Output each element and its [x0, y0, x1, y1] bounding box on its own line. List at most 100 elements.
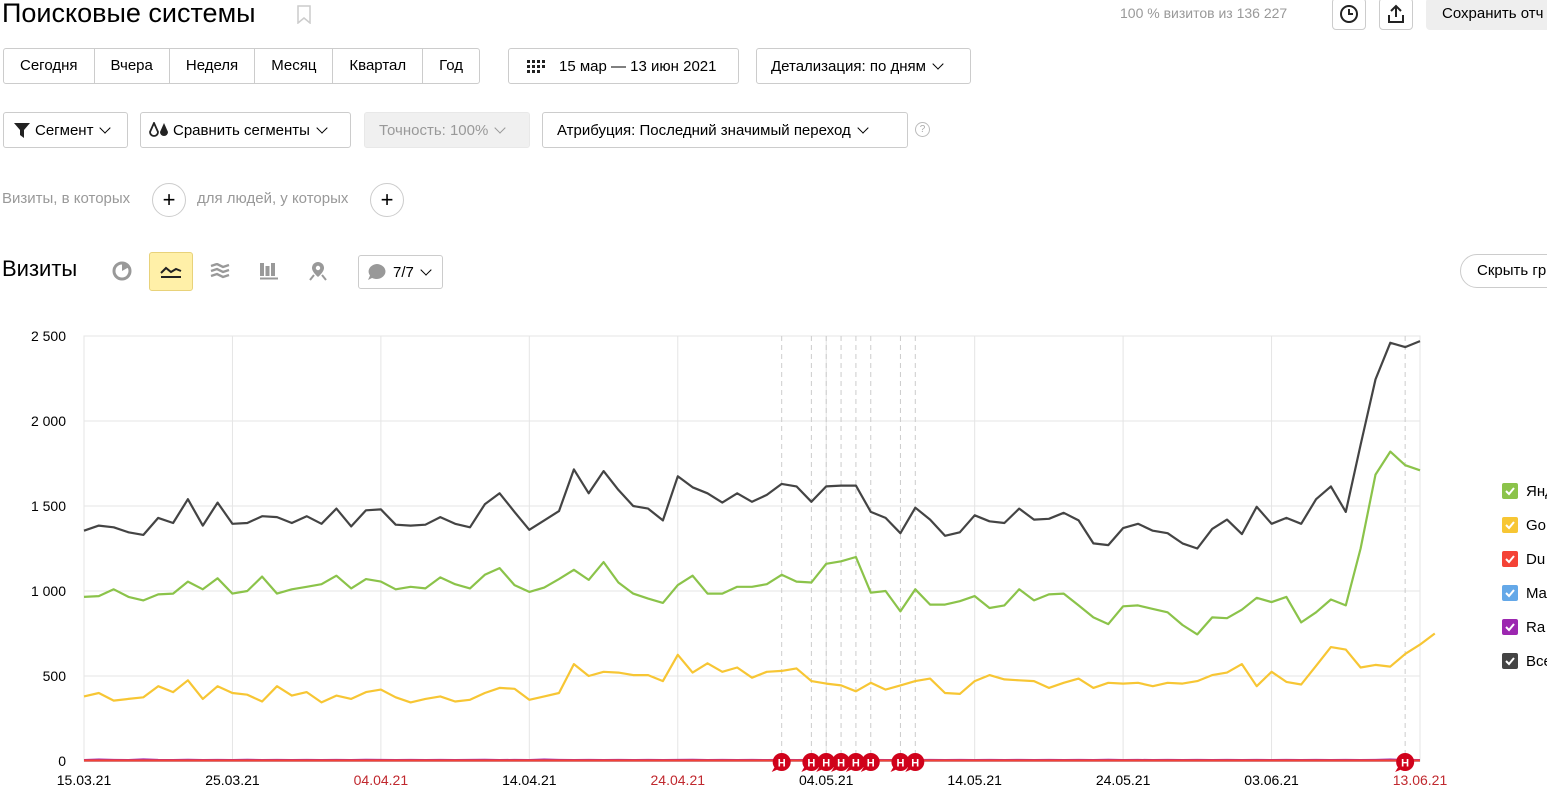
period-month[interactable]: Месяц: [255, 49, 334, 83]
hide-chart-button[interactable]: Скрыть гр: [1460, 254, 1547, 288]
line-chart-icon: [160, 266, 182, 278]
x-tick-label: 24.05.21: [1096, 772, 1151, 788]
annotation-marker[interactable]: Н: [816, 753, 836, 772]
x-axis-ticks: 15.03.21 25.03.21 04.04.21 14.04.21 24.04.21…: [57, 772, 1448, 788]
annotation-marker-tail: [801, 767, 809, 772]
save-report-button[interactable]: Сохранить отч: [1426, 0, 1547, 30]
checkbox-checked-icon[interactable]: [1502, 619, 1518, 635]
checkbox-checked-icon[interactable]: [1502, 551, 1518, 567]
period-week[interactable]: Неделя: [170, 49, 256, 83]
legend-label: Ra: [1526, 618, 1546, 636]
attribution-dropdown[interactable]: Атрибуция: Последний значимый переход: [542, 112, 908, 148]
y-tick-label: 1 000: [31, 583, 66, 599]
help-icon[interactable]: ?: [915, 122, 930, 137]
annotation-marker-tail: [845, 767, 853, 772]
annotation-marker[interactable]: Н: [860, 753, 880, 772]
chevron-down-icon: [857, 121, 869, 134]
chevron-down-icon: [932, 57, 944, 70]
annotation-marker-bubble: [802, 753, 821, 771]
history-button[interactable]: [1332, 0, 1366, 30]
legend-item-total[interactable]: Все: [1502, 644, 1547, 678]
segment-button[interactable]: Сегмент: [3, 112, 128, 148]
chart-type-bar-button[interactable]: [256, 258, 282, 284]
clock-icon: [1340, 5, 1358, 23]
y-tick-label: 2 000: [31, 413, 66, 429]
annotation-marker[interactable]: Н: [801, 753, 821, 772]
annotation-marker-bubble: [817, 753, 836, 771]
compare-icon: [149, 122, 168, 137]
y-tick-label: 2 500: [31, 328, 66, 344]
segment-label: Сегмент: [35, 121, 94, 139]
page-title: Поисковые системы: [2, 0, 256, 28]
chart-type-map-button[interactable]: [305, 258, 331, 284]
series-line: [83, 340, 1421, 550]
legend-item-duckduckgo[interactable]: Du: [1502, 542, 1547, 576]
annotation-marker[interactable]: Н: [831, 753, 851, 772]
legend-label: Du: [1526, 550, 1546, 568]
plot-area-border: [83, 335, 1421, 762]
annotation-marker[interactable]: Н: [890, 753, 910, 772]
legend-label: Янд: [1526, 482, 1547, 500]
calendar-icon: [527, 60, 545, 73]
compare-segments-button[interactable]: Сравнить сегменты: [140, 112, 351, 148]
chart-type-line-button[interactable]: [149, 252, 193, 291]
comment-icon: [368, 264, 386, 280]
annotation-marker-tail: [1395, 767, 1403, 772]
annotation-marker-label: Н: [778, 758, 786, 770]
export-button[interactable]: [1379, 0, 1413, 30]
legend-item-rambler[interactable]: Ra: [1502, 610, 1547, 644]
legend-item-yandex[interactable]: Янд: [1502, 474, 1547, 508]
annotation-marker[interactable]: Н: [1395, 753, 1415, 772]
annotation-marker-bubble: [906, 753, 925, 771]
checkbox-checked-icon[interactable]: [1502, 483, 1518, 499]
annotation-marker-tail: [831, 767, 839, 772]
chart-grid: [83, 335, 1421, 762]
annotation-marker-label: Н: [1401, 758, 1409, 770]
chevron-down-icon: [316, 121, 328, 134]
x-tick-label: 14.05.21: [947, 772, 1002, 788]
annotation-marker-label: Н: [852, 758, 860, 770]
period-selector: Сегодня Вчера Неделя Месяц Квартал Год: [3, 48, 481, 84]
period-today[interactable]: Сегодня: [4, 49, 95, 83]
chart-type-area-button[interactable]: [207, 258, 233, 284]
legend-item-google[interactable]: Go: [1502, 508, 1547, 542]
accuracy-label: Точность: 100%: [379, 121, 489, 139]
period-yesterday[interactable]: Вчера: [95, 49, 170, 83]
date-range-picker[interactable]: 15 мар — 13 июн 2021: [508, 48, 739, 84]
bookmark-icon[interactable]: [297, 5, 311, 24]
checkbox-checked-icon[interactable]: [1502, 653, 1518, 669]
annotation-marker-bubble: [832, 753, 851, 771]
annotation-marker[interactable]: Н: [845, 753, 865, 772]
share-icon: [1388, 4, 1404, 23]
chart-lines: [83, 340, 1436, 762]
checkbox-checked-icon[interactable]: [1502, 517, 1518, 533]
annotation-marker-label: Н: [896, 758, 904, 770]
period-quarter[interactable]: Квартал: [333, 49, 424, 83]
attribution-label: Атрибуция: Последний значимый переход: [557, 121, 851, 139]
y-tick-label: 0: [58, 753, 66, 769]
chevron-down-icon: [494, 121, 507, 134]
annotations-dropdown[interactable]: 7/7: [358, 255, 443, 289]
x-tick-label: 03.06.21: [1244, 772, 1299, 788]
period-year[interactable]: Год: [439, 57, 464, 74]
checkbox-checked-icon[interactable]: [1502, 585, 1518, 601]
annotation-marker-label: Н: [867, 758, 875, 770]
add-people-condition-button[interactable]: +: [370, 183, 404, 217]
detail-dropdown[interactable]: Детализация: по дням: [756, 48, 971, 84]
people-condition-label: для людей, у которых: [197, 190, 349, 207]
series-line: [83, 450, 1421, 636]
annotation-marker-bubble: [891, 753, 910, 771]
annotation-marker[interactable]: Н: [771, 753, 791, 772]
chart-type-pie-button[interactable]: [109, 258, 135, 284]
legend-item-mail[interactable]: Ma: [1502, 576, 1547, 610]
add-visit-condition-button[interactable]: +: [152, 183, 186, 217]
annotation-marker-bubble: [861, 753, 880, 771]
x-tick-label: 15.03.21: [57, 772, 112, 788]
legend-label: Ma: [1526, 584, 1547, 602]
annotation-marker-bubble: [772, 753, 791, 771]
pie-chart-icon: [112, 261, 132, 281]
annotation-marker[interactable]: Н: [905, 753, 925, 772]
line-chart: 0 500 1 000 1 500 2 000 2 500 15.03.21 25.03.2…: [31, 328, 1448, 788]
annotation-marker-label: Н: [822, 758, 830, 770]
